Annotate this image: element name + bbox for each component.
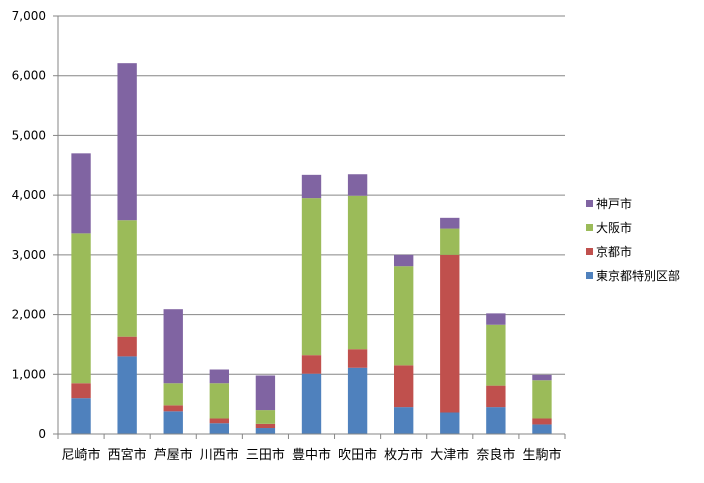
bar-segment <box>394 254 414 267</box>
bar-segment <box>301 373 322 434</box>
bar-segment <box>255 375 276 411</box>
bar-segment <box>301 355 322 374</box>
bar-segment <box>163 309 183 384</box>
bar-segment <box>486 324 506 386</box>
y-tick-label: 4,000 <box>12 188 46 202</box>
legend-label: 京都市 <box>596 244 632 259</box>
x-tick-label: 三田市 <box>246 447 285 463</box>
bar-segment <box>71 383 91 399</box>
x-tick-label: 生駒市 <box>522 447 561 463</box>
bar-segment <box>347 349 368 368</box>
legend-label: 東京都特別区部 <box>596 268 680 283</box>
y-tick-label: 3,000 <box>12 248 46 262</box>
bar-segment <box>347 367 368 434</box>
bar-segment <box>255 428 276 434</box>
bar-segment <box>440 412 460 434</box>
axes <box>53 15 566 439</box>
bar-segment <box>532 424 552 434</box>
bar-segment <box>394 365 414 408</box>
bar-segment <box>209 418 229 424</box>
bar-segment <box>532 418 552 425</box>
y-tick-label: 1,000 <box>12 367 46 381</box>
bar-segment <box>440 217 460 229</box>
bar-segment <box>394 407 414 434</box>
legend-swatch <box>586 200 593 207</box>
bar-segment <box>347 174 368 196</box>
x-tick-label: 大津市 <box>430 447 469 463</box>
bar-segment <box>440 254 460 413</box>
bar-segment <box>301 198 322 356</box>
bar-segment <box>394 266 414 366</box>
bar-segment <box>209 423 229 434</box>
bar-segment <box>71 398 91 434</box>
bar-segment <box>117 336 137 357</box>
legend-swatch <box>586 224 593 231</box>
x-tick-label: 川西市 <box>200 447 239 463</box>
bar-segment <box>163 405 183 412</box>
y-tick-label: 7,000 <box>12 9 46 23</box>
x-tick-label: 芦屋市 <box>154 447 193 463</box>
bar-segment <box>347 195 368 350</box>
bars <box>71 63 552 434</box>
bar-segment <box>117 63 137 221</box>
x-tick-label: 尼崎市 <box>62 447 101 463</box>
bar-segment <box>163 411 183 434</box>
legend-swatch <box>586 272 593 279</box>
bar-segment <box>117 220 137 337</box>
legend-label: 大阪市 <box>596 220 632 235</box>
bar-segment <box>163 383 183 406</box>
bar-segment <box>209 383 229 419</box>
y-tick-labels: 0 1,000 2,000 3,000 4,000 5,000 6,000 7,000 <box>12 9 46 441</box>
y-tick-label: 6,000 <box>12 69 46 83</box>
bar-segment <box>301 174 322 199</box>
bar-segment <box>440 228 460 255</box>
x-tick-label: 吹田市 <box>338 447 377 463</box>
x-tick-label: 豊中市 <box>292 447 331 463</box>
bar-segment <box>209 369 229 384</box>
bar-segment <box>486 407 506 434</box>
legend-label: 神戸市 <box>596 196 632 211</box>
bar-segment <box>532 374 552 381</box>
bar-segment <box>255 423 276 429</box>
legend-swatch <box>586 248 593 255</box>
y-tick-label: 0 <box>38 427 46 441</box>
bar-segment <box>255 410 276 424</box>
bar-segment <box>71 233 91 384</box>
bar-segment <box>486 313 506 325</box>
bar-segment <box>71 153 91 234</box>
x-tick-labels: 尼崎市 西宮市 芦屋市 川西市 三田市 豊中市 吹田市 枚方市 大津市 奈良市 生駒市 <box>62 447 562 463</box>
x-tick-label: 枚方市 <box>384 447 423 463</box>
x-tick-label: 奈良市 <box>476 447 515 463</box>
y-tick-label: 2,000 <box>12 308 46 322</box>
bar-segment <box>486 385 506 408</box>
bar-segment <box>117 356 137 434</box>
x-tick-label: 西宮市 <box>108 447 147 463</box>
bar-segment <box>532 380 552 419</box>
y-tick-label: 5,000 <box>12 128 46 142</box>
